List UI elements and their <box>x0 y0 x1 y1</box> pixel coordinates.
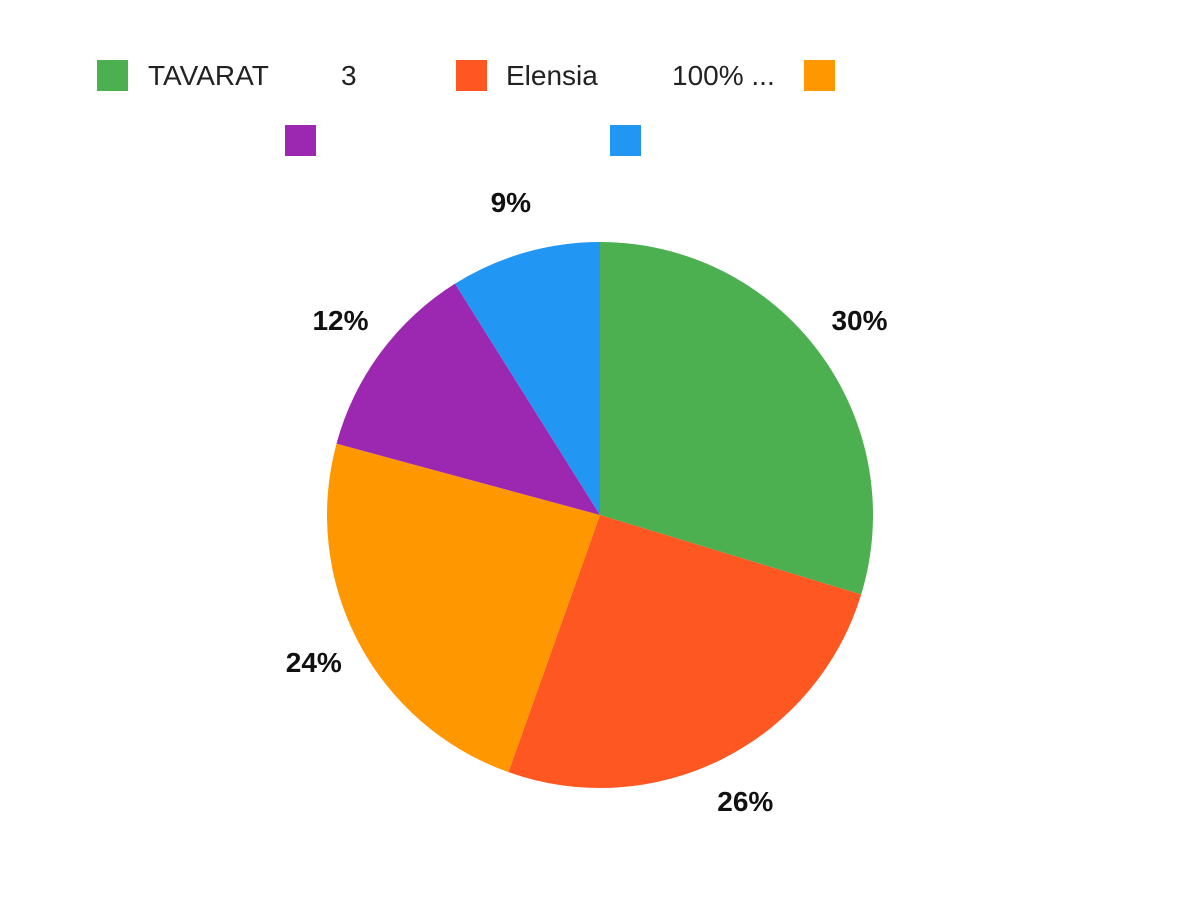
legend-swatch-0 <box>97 60 128 91</box>
slice-label-1: 26% <box>717 786 773 817</box>
legend-swatch-5 <box>285 125 316 156</box>
legend-label-2: Elensia <box>506 60 598 91</box>
pie-slice-1 <box>508 515 862 789</box>
legend: TAVARAT 3 Elensia 100% ... <box>97 60 835 156</box>
slice-label-4: 9% <box>491 187 532 218</box>
pie-slice-0 <box>600 242 874 595</box>
legend-swatch-6 <box>610 125 641 156</box>
slice-label-2: 24% <box>286 647 342 678</box>
legend-swatch-4 <box>804 60 835 91</box>
legend-label-0: TAVARAT <box>148 60 269 91</box>
pie-slices <box>327 242 874 789</box>
pie-slice-4 <box>455 242 600 515</box>
slice-label-3: 12% <box>312 305 368 336</box>
slice-labels: 30% 26% 24% 12% 9% <box>286 187 888 817</box>
pie-slice-3 <box>336 283 600 515</box>
pie-slice-2 <box>327 443 600 773</box>
legend-swatch-2 <box>456 60 487 91</box>
legend-label-3: 100% ... <box>672 60 775 91</box>
legend-label-1: 3 <box>341 60 357 91</box>
slice-label-0: 30% <box>831 305 887 336</box>
